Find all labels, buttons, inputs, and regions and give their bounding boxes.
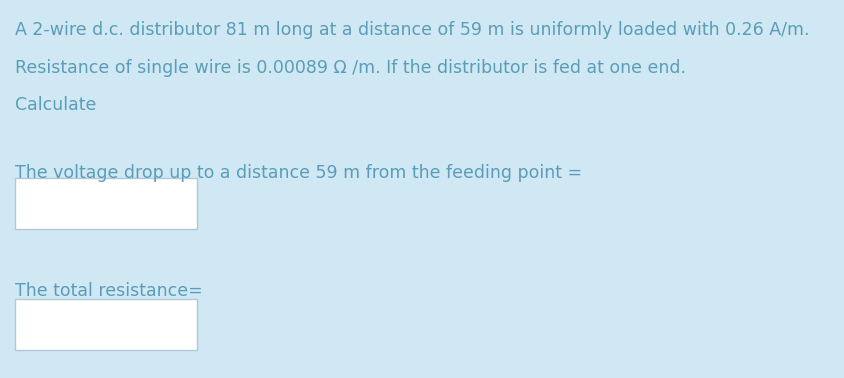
Text: The voltage drop up to a distance 59 m from the feeding point =: The voltage drop up to a distance 59 m f… [15,164,582,183]
Text: Resistance of single wire is 0.00089 Ω /m. If the distributor is fed at one end.: Resistance of single wire is 0.00089 Ω /… [15,59,685,77]
FancyBboxPatch shape [15,299,197,350]
FancyBboxPatch shape [15,178,197,229]
Text: Calculate: Calculate [15,96,96,115]
Text: A 2-wire d.c. distributor 81 m long at a distance of 59 m is uniformly loaded wi: A 2-wire d.c. distributor 81 m long at a… [15,21,809,39]
Text: The total resistance=: The total resistance= [15,282,203,300]
